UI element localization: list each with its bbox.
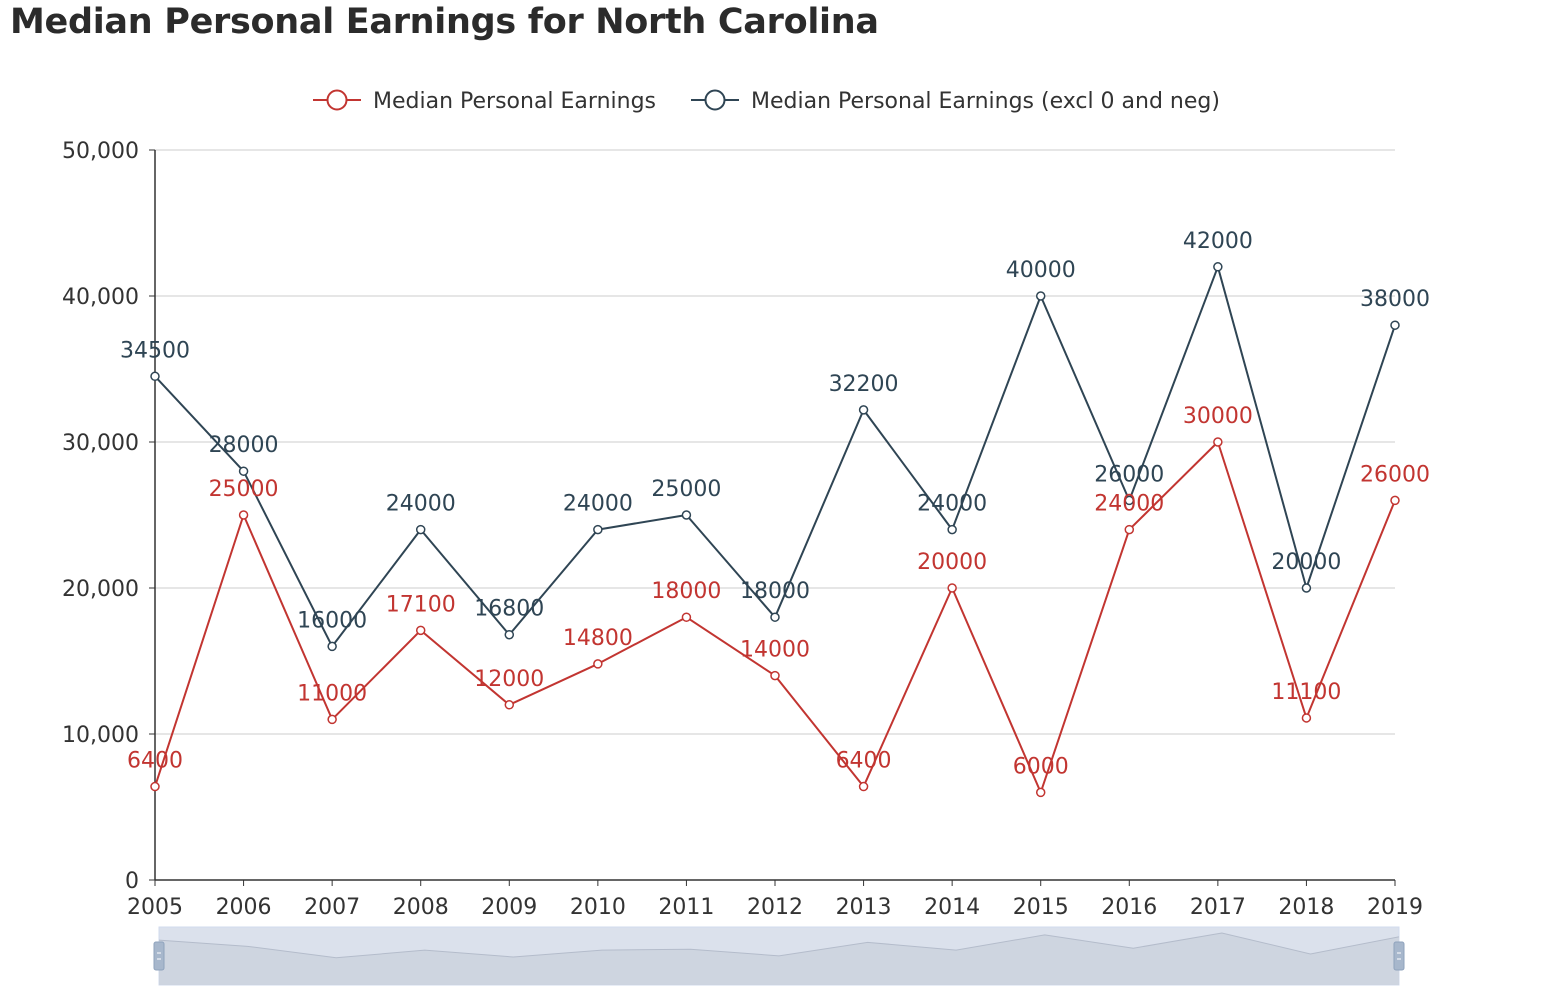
data-point[interactable] (1301, 583, 1312, 593)
data-point[interactable] (1124, 524, 1135, 535)
data-label: 6400 (127, 749, 183, 774)
data-point[interactable] (947, 524, 957, 535)
x-tick-label: 2016 (1101, 895, 1157, 920)
data-label: 6000 (1013, 754, 1069, 779)
data-point[interactable] (947, 583, 957, 593)
legend-label-earnings-excl: Median Personal Earnings (excl 0 and neg… (751, 89, 1220, 114)
data-label: 32200 (829, 372, 899, 397)
grid-lines (155, 149, 1395, 735)
data-label: 26000 (1094, 462, 1164, 487)
data-point[interactable] (150, 371, 160, 382)
data-point[interactable] (593, 524, 603, 535)
data-label: 12000 (474, 667, 544, 692)
x-tick-label: 2015 (1013, 895, 1069, 920)
data-label: 18000 (740, 579, 810, 604)
data-point[interactable] (681, 510, 692, 520)
data-label: 11000 (297, 681, 367, 706)
data-point[interactable] (681, 612, 692, 622)
data-point[interactable] (1213, 262, 1223, 272)
data-label: 20000 (917, 550, 987, 575)
x-tick-label: 2018 (1278, 895, 1334, 920)
data-point[interactable] (238, 466, 249, 476)
data-label: 18000 (651, 579, 721, 604)
data-label: 34500 (120, 338, 190, 363)
zoom-handle-right[interactable] (1393, 941, 1405, 971)
data-point[interactable] (1301, 713, 1312, 723)
data-label: 20000 (1271, 550, 1341, 575)
series-layer: 6400 25000 11000 17100 12000 14800 18000 14000 6… (120, 229, 1430, 798)
data-point[interactable] (858, 781, 869, 792)
x-tick-label: 2010 (570, 895, 626, 920)
data-point[interactable] (1390, 320, 1400, 330)
data-label: 38000 (1360, 287, 1430, 312)
data-point[interactable] (415, 524, 426, 535)
data-point[interactable] (327, 641, 337, 652)
data-label: 24000 (386, 492, 456, 517)
data-label: 40000 (1006, 258, 1076, 283)
data-point[interactable] (238, 510, 249, 520)
data-point[interactable] (1035, 291, 1046, 301)
x-tick-label: 2014 (924, 895, 980, 920)
data-point[interactable] (1213, 437, 1223, 447)
data-point[interactable] (770, 612, 780, 622)
x-tick-label: 2012 (747, 895, 803, 920)
data-label: 26000 (1360, 462, 1430, 487)
data-label: 24000 (563, 492, 633, 517)
y-tick-label: 30,000 (62, 431, 139, 456)
zoom-handle-left[interactable] (153, 941, 165, 971)
y-tick-label: 40,000 (62, 285, 139, 310)
legend-label-earnings: Median Personal Earnings (373, 89, 656, 114)
data-label: 42000 (1183, 229, 1253, 254)
data-label: 11100 (1271, 680, 1341, 705)
zoom-preview-area (159, 933, 1399, 985)
data-point[interactable] (1035, 787, 1046, 798)
data-label: 17100 (386, 592, 456, 617)
data-label: 16800 (474, 597, 544, 622)
data-label: 25000 (651, 477, 721, 502)
x-tick-label: 2006 (216, 895, 272, 920)
data-label: 25000 (209, 477, 279, 502)
data-point[interactable] (770, 670, 780, 681)
y-tick-label: 20,000 (62, 577, 139, 602)
legend[interactable]: Median Personal Earnings Median Personal… (313, 89, 1220, 114)
data-label: 30000 (1183, 404, 1253, 429)
data-point[interactable] (858, 405, 869, 415)
data-label: 16000 (297, 608, 367, 633)
y-tick-label: 50,000 (62, 139, 139, 164)
x-tick-label: 2008 (393, 895, 449, 920)
data-label: 28000 (209, 433, 279, 458)
x-tick-label: 2019 (1367, 895, 1423, 920)
data-point[interactable] (1390, 495, 1400, 506)
y-tick-label: 0 (125, 869, 139, 894)
data-point[interactable] (593, 659, 603, 669)
legend-item-earnings[interactable]: Median Personal Earnings (313, 89, 656, 114)
data-label: 14000 (740, 638, 810, 663)
data-label: 24000 (1094, 492, 1164, 517)
data-label: 24000 (917, 492, 987, 517)
axes: 0 10,000 20,000 30,000 40,000 50,000 2005 2006 2… (62, 139, 1423, 920)
zoom-preview-line (158, 932, 1400, 959)
data-point[interactable] (504, 700, 515, 710)
data-point[interactable] (415, 625, 426, 636)
data-point[interactable] (327, 714, 337, 725)
legend-item-earnings-excl[interactable]: Median Personal Earnings (excl 0 and neg… (691, 89, 1220, 114)
y-tick-label: 10,000 (62, 723, 139, 748)
x-tick-label: 2007 (304, 895, 360, 920)
x-tick-label: 2017 (1190, 895, 1246, 920)
data-point[interactable] (150, 781, 160, 792)
x-tick-label: 2005 (127, 895, 183, 920)
data-label: 6400 (836, 749, 892, 774)
chart-title: Median Personal Earnings for North Carol… (10, 2, 879, 42)
data-zoom-slider[interactable] (153, 926, 1405, 986)
x-tick-label: 2013 (836, 895, 892, 920)
data-point[interactable] (1124, 495, 1135, 506)
data-label: 14800 (563, 626, 633, 651)
x-tick-label: 2011 (658, 895, 714, 920)
x-tick-label: 2009 (481, 895, 537, 920)
data-point[interactable] (504, 629, 515, 640)
